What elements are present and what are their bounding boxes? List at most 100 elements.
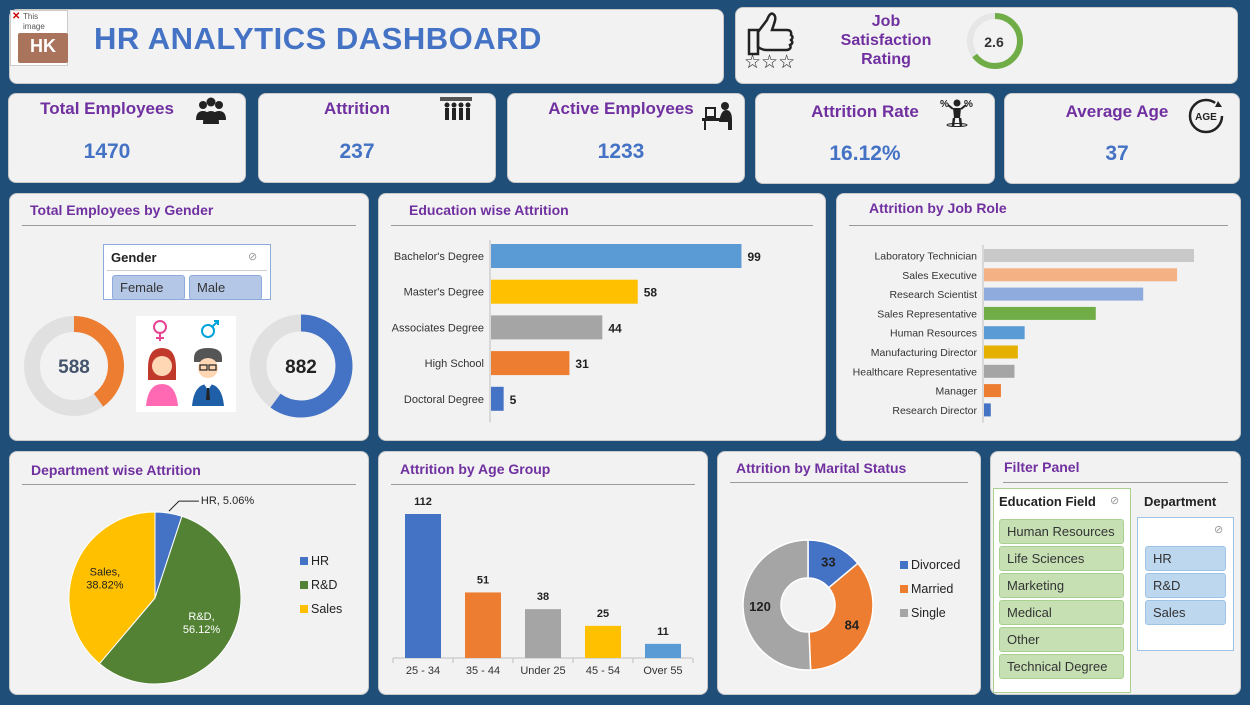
category-label: Research Scientist [889, 289, 977, 301]
data-label: 5 [510, 393, 517, 407]
education-option[interactable]: Other [999, 627, 1124, 652]
data-label: 112 [414, 496, 432, 508]
male-donut: 882 [249, 314, 353, 418]
bar [491, 315, 603, 340]
data-label: 99 [747, 250, 761, 264]
education-field-title: Education Field [999, 494, 1096, 509]
title-divider [849, 225, 1228, 226]
data-label: 31 [575, 357, 589, 371]
kpi-value: 37 [1105, 142, 1129, 165]
female-donut-fill [24, 316, 124, 416]
male-female-avatars-icon [146, 320, 224, 406]
gauge-fill [967, 13, 1023, 69]
bar [491, 279, 638, 304]
male-count: 882 [285, 357, 317, 378]
legend-swatch [300, 581, 308, 589]
job-label-1: Job [871, 13, 901, 30]
legend-label: HR [311, 554, 329, 568]
clear-filter-icon[interactable]: ⊘ [1214, 524, 1224, 536]
bar [525, 609, 561, 658]
education-field-slicer: Education Field ⊘ Human Resources Life S… [993, 488, 1131, 693]
title-divider [1003, 482, 1228, 483]
data-label: 33 [821, 555, 835, 570]
panel-title: Total Employees by Gender [30, 202, 214, 218]
kpi-label: Active Employees [548, 99, 694, 118]
leader-line [168, 500, 199, 512]
education-option[interactable]: Life Sciences [999, 546, 1124, 571]
people-group-icon [196, 97, 226, 124]
education-option[interactable]: Marketing [999, 573, 1124, 598]
hr-logo-text: HK [30, 36, 56, 56]
title-divider [391, 484, 695, 485]
data-label: 11 [657, 626, 669, 638]
jobrole-panel: Attrition by Job Role Laboratory Technic… [836, 193, 1241, 441]
bar [984, 345, 1018, 359]
title-divider [22, 225, 356, 226]
kpi-label: Attrition Rate [811, 102, 919, 121]
education-option[interactable]: Technical Degree [999, 654, 1124, 679]
broken-image-icon: ✕ [12, 11, 21, 22]
department-slicer: ⊘ HR R&D Sales [1137, 517, 1234, 651]
thumbs-up-stars-icon: ☆☆☆ [744, 12, 795, 72]
bar [984, 306, 1096, 320]
gauge-value: 2.6 [984, 34, 1004, 50]
clear-filter-icon[interactable]: ⊘ [1110, 495, 1120, 507]
category-label: Manager [936, 386, 978, 398]
category-label: Over 55 [643, 665, 682, 677]
bar [984, 268, 1178, 282]
category-label: High School [425, 358, 484, 370]
panel-title: Department wise Attrition [31, 462, 201, 478]
jobrole-bar-chart: Laboratory Technician Sales Executive Rese… [853, 245, 1194, 423]
education-option[interactable]: Human Resources [999, 519, 1124, 544]
bar [645, 643, 681, 658]
data-label: HR, 5.06% [201, 495, 254, 507]
education-option[interactable]: Medical [999, 600, 1124, 625]
job-label-3: Rating [861, 51, 911, 68]
panel-title: Filter Panel [1004, 459, 1080, 475]
bar [465, 592, 501, 658]
kpi-value: 1470 [83, 140, 131, 163]
category-label: 25 - 34 [406, 665, 440, 677]
department-option[interactable]: Sales [1145, 600, 1226, 625]
department-pie-chart: HR, 5.06% R&D, 56.12% Sales, 38.82% HR R&D Sale… [68, 495, 342, 685]
svg-text:%: % [940, 99, 949, 110]
female-donut: 588 [24, 316, 124, 416]
kpi-card-active-employees: Active Employees 1233 [507, 93, 745, 183]
department-option[interactable]: R&D [1145, 573, 1226, 598]
gender-slicer-title: Gender [111, 250, 157, 265]
kpi-card-average-age: Average Age AGE 37 [1004, 93, 1240, 184]
category-label: Research Director [892, 405, 977, 417]
kpi-label: Total Employees [40, 99, 174, 118]
bar [491, 351, 570, 376]
bar [984, 364, 1015, 378]
data-label: 51 [477, 574, 489, 586]
data-label: 25 [597, 608, 609, 620]
clear-filter-icon[interactable]: ⊘ [248, 251, 258, 263]
category-label: Associates Degree [392, 322, 484, 334]
title-divider [22, 484, 356, 485]
legend-swatch [900, 609, 908, 617]
svg-text:☆☆☆: ☆☆☆ [744, 52, 795, 72]
legend-label: Married [911, 582, 953, 596]
header-panel: ✕ This image cannot be displayed HK HR A… [9, 9, 724, 84]
bar [984, 249, 1194, 262]
kpi-value: 16.12% [829, 142, 901, 165]
svg-text:%: % [964, 99, 973, 110]
kpi-label: Average Age [1065, 102, 1169, 121]
education-bar-chart: Bachelor's Degree 99 Master's Degree 58 Asso… [392, 240, 761, 423]
data-label: R&D, 56.12% [183, 611, 221, 636]
data-label: 38 [537, 591, 549, 603]
panel-title: Education wise Attrition [409, 202, 569, 218]
category-label: Under 25 [520, 665, 565, 677]
bar [491, 386, 504, 411]
age-icon: AGE [1188, 98, 1224, 134]
donut-slice [742, 539, 812, 671]
kpi-card-attrition-rate: Attrition Rate %% 16.12% [755, 93, 995, 184]
gender-option-female[interactable]: Female [112, 275, 185, 300]
people-leaving-icon [440, 97, 472, 120]
job-label-2: Satisfaction [840, 32, 932, 49]
title-divider [391, 225, 813, 226]
gender-option-male[interactable]: Male [189, 275, 262, 300]
hr-logo: HK [18, 33, 68, 63]
department-option[interactable]: HR [1145, 546, 1226, 571]
